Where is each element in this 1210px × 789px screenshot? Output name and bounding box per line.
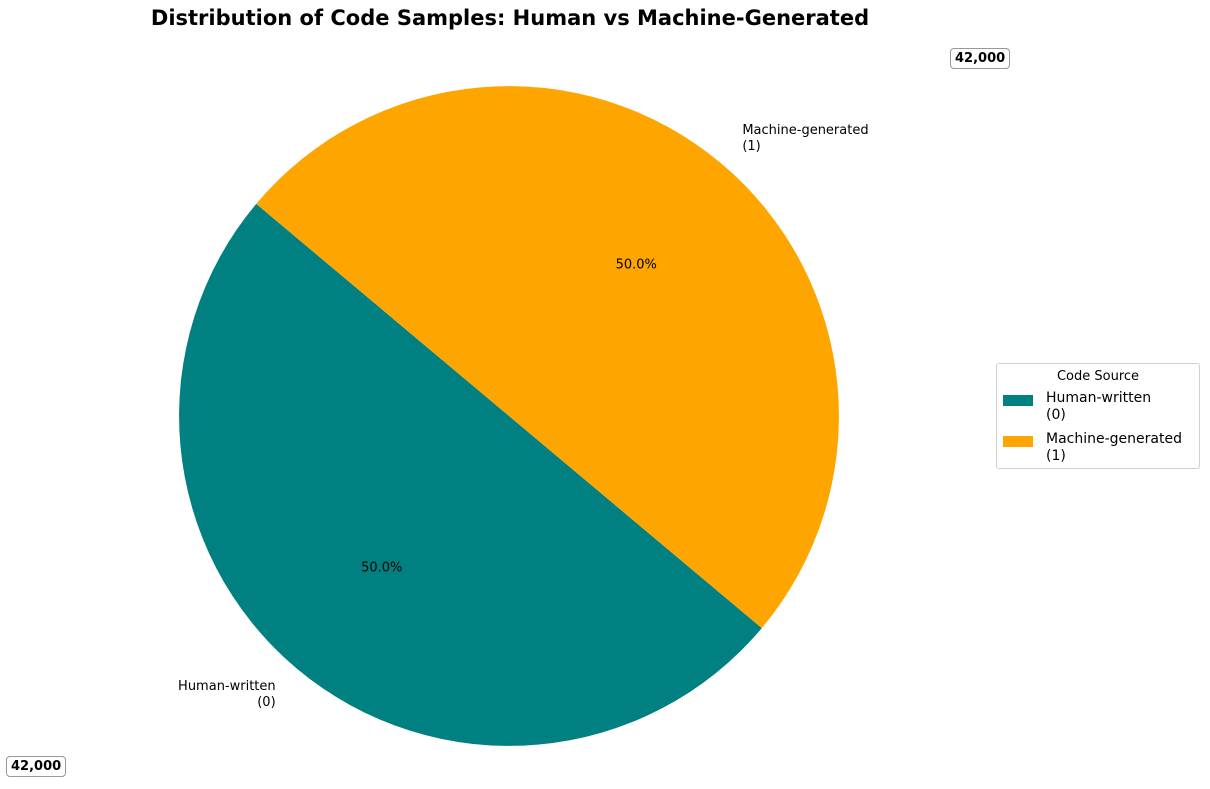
percent-label-human: 50.0%	[361, 561, 402, 576]
legend: Code Source Human-written (0) Machine-ge…	[996, 363, 1200, 469]
count-box-human: 42,000	[6, 756, 67, 777]
legend-label-machine: Machine-generated (1)	[1046, 431, 1182, 464]
percent-label-machine: 50.0%	[616, 257, 657, 272]
pie-slice-human	[179, 203, 762, 746]
legend-title: Code Source	[1056, 369, 1140, 384]
chart-title: Distribution of Code Samples: Human vs M…	[150, 6, 870, 30]
count-box-machine: 42,000	[950, 48, 1011, 69]
legend-swatch-human	[1003, 395, 1033, 406]
pie-slice-machine	[256, 86, 839, 629]
slice-label-human: Human-written (0)	[178, 679, 276, 710]
slice-label-machine: Machine-generated (1)	[742, 123, 868, 154]
legend-label-human: Human-written (0)	[1046, 390, 1152, 423]
legend-swatch-machine	[1003, 436, 1033, 447]
